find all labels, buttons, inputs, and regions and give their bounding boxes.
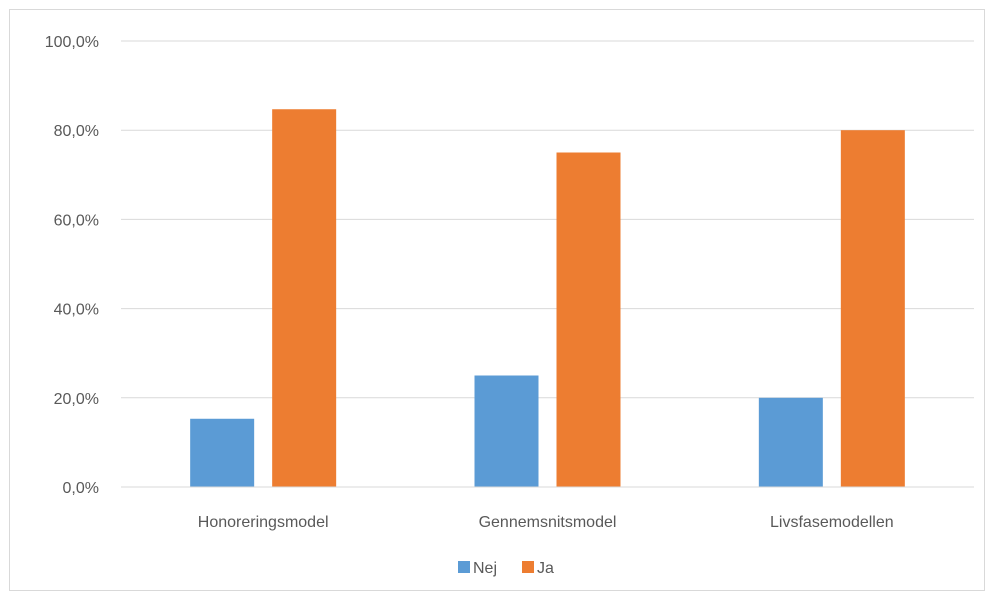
- bar-ja-2: [556, 152, 621, 487]
- x-axis-category-labels: Honoreringsmodel Gennemsnitsmodel Livsfase…: [198, 514, 894, 531]
- x-category-label: Livsfasemodellen: [770, 514, 894, 531]
- y-tick-label: 80,0%: [54, 123, 99, 140]
- chart-frame: [9, 9, 985, 591]
- y-axis-tick-labels: 0,0% 20,0% 40,0% 60,0% 80,0% 100,0%: [45, 34, 99, 497]
- legend: Nej Ja: [458, 560, 554, 577]
- legend-label-ja: Ja: [537, 560, 554, 577]
- y-tick-label: 20,0%: [54, 391, 99, 408]
- y-tick-label: 40,0%: [54, 302, 99, 319]
- legend-swatch-nej: [458, 561, 470, 573]
- bar-ja-3: [840, 130, 905, 487]
- x-category-label: Honoreringsmodel: [198, 514, 329, 531]
- y-tick-label: 0,0%: [63, 480, 99, 497]
- legend-label-nej: Nej: [473, 560, 497, 577]
- y-tick-label: 100,0%: [45, 34, 99, 51]
- bar-nej-3: [758, 397, 823, 487]
- y-tick-label: 60,0%: [54, 212, 99, 229]
- bar-ja-1: [272, 109, 337, 487]
- bars: [190, 109, 905, 487]
- legend-swatch-ja: [522, 561, 534, 573]
- bar-nej-1: [190, 418, 255, 487]
- x-category-label: Gennemsnitsmodel: [479, 514, 617, 531]
- gridlines: [121, 40, 974, 399]
- bar-nej-2: [474, 375, 539, 487]
